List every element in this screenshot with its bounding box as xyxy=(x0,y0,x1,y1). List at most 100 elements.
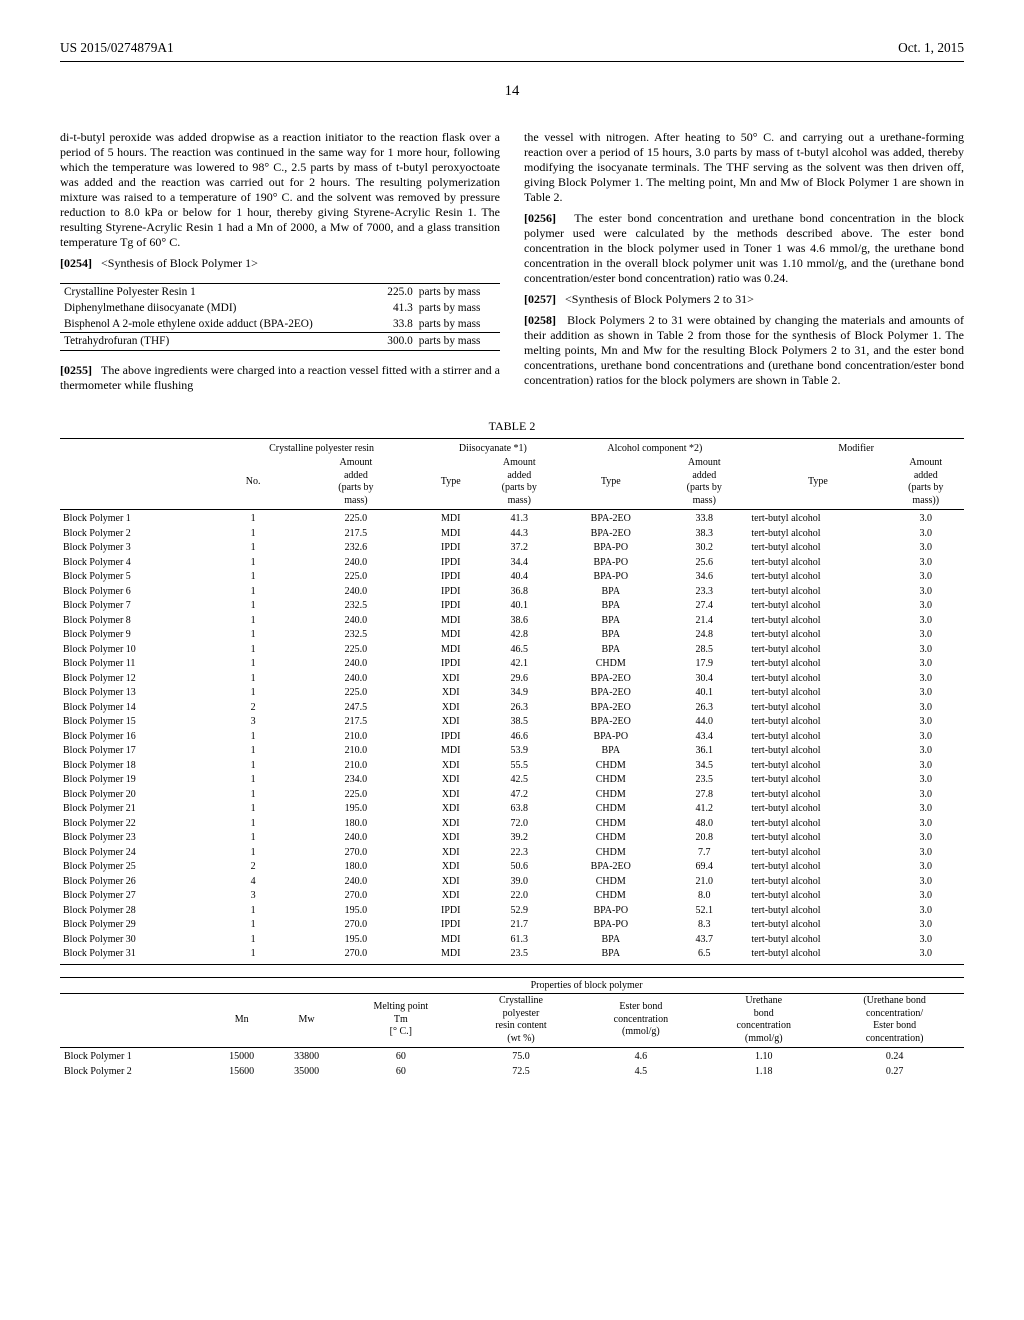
cell-d-type: XDI xyxy=(424,860,477,875)
cell-cpr: 75.0 xyxy=(463,1048,580,1065)
cell-d-type: MDI xyxy=(424,614,477,629)
table-row: Block Polymer 16 1 210.0 IPDI 46.6 BPA-P… xyxy=(60,730,964,745)
grp-cpr: Crystalline polyester resin xyxy=(219,438,424,456)
cell-no: 1 xyxy=(219,918,288,933)
cell-no: 1 xyxy=(219,846,288,861)
table-row: Block Polymer 17 1 210.0 MDI 53.9 BPA 36… xyxy=(60,744,964,759)
cell-d-type: IPDI xyxy=(424,918,477,933)
cell-a-type: BPA-PO xyxy=(561,556,660,571)
cell-a-type: CHDM xyxy=(561,817,660,832)
cell-m-type: tert-butyl alcohol xyxy=(748,947,887,964)
row-label: Block Polymer 4 xyxy=(60,556,219,571)
row-label: Block Polymer 9 xyxy=(60,628,219,643)
table2-caption: TABLE 2 xyxy=(60,419,964,434)
cell-d-amt: 72.0 xyxy=(477,817,561,832)
cell-a-amt: 52.1 xyxy=(660,904,748,919)
hdr-ratio: (Urethane bondconcentration/Ester bondco… xyxy=(825,994,964,1048)
cell-m-type: tert-butyl alcohol xyxy=(748,759,887,774)
cell-d-amt: 39.2 xyxy=(477,831,561,846)
cell-m-amt: 3.0 xyxy=(888,817,964,832)
cell-d-type: XDI xyxy=(424,875,477,890)
hdr-type: Type xyxy=(424,456,477,510)
para-body: di-t-butyl peroxide was added dropwise a… xyxy=(60,130,500,250)
cell-d-amt: 63.8 xyxy=(477,802,561,817)
cell-m-amt: 3.0 xyxy=(888,889,964,904)
cell-a-amt: 44.0 xyxy=(660,715,748,730)
table-row: Block Polymer 11 1 240.0 IPDI 42.1 CHDM … xyxy=(60,657,964,672)
cell-d-type: XDI xyxy=(424,715,477,730)
cell-d-type: XDI xyxy=(424,817,477,832)
cell-no: 1 xyxy=(219,570,288,585)
cell-d-amt: 46.6 xyxy=(477,730,561,745)
cell-a-amt: 38.3 xyxy=(660,527,748,542)
row-label: Block Polymer 20 xyxy=(60,788,219,803)
cell-m-amt: 3.0 xyxy=(888,657,964,672)
cell-a-amt: 41.2 xyxy=(660,802,748,817)
para-text: The above ingredients were charged into … xyxy=(60,363,500,392)
row-label: Block Polymer 12 xyxy=(60,672,219,687)
cell-d-amt: 61.3 xyxy=(477,933,561,948)
cell-no: 1 xyxy=(219,686,288,701)
cell-d-type: XDI xyxy=(424,889,477,904)
cell-d-amt: 26.3 xyxy=(477,701,561,716)
table2-main: Crystalline polyester resin Diisocyanate… xyxy=(60,438,964,965)
cell-cpr-amt: 240.0 xyxy=(288,614,425,629)
row-label: Block Polymer 1 xyxy=(60,510,219,527)
cell-m-amt: 3.0 xyxy=(888,686,964,701)
row-label: Block Polymer 15 xyxy=(60,715,219,730)
cell-m-type: tert-butyl alcohol xyxy=(748,802,887,817)
cell-m-type: tert-butyl alcohol xyxy=(748,730,887,745)
table-row: Block Polymer 4 1 240.0 IPDI 34.4 BPA-PO… xyxy=(60,556,964,571)
cell-cpr-amt: 232.5 xyxy=(288,599,425,614)
cell-d-type: IPDI xyxy=(424,541,477,556)
cell-cpr-amt: 270.0 xyxy=(288,947,425,964)
row-label: Block Polymer 1 xyxy=(60,1048,209,1065)
cell-m-type: tert-butyl alcohol xyxy=(748,744,887,759)
cell-ester: 4.6 xyxy=(579,1048,702,1065)
cell-mn: 15600 xyxy=(209,1065,274,1080)
cell-a-amt: 23.3 xyxy=(660,585,748,600)
cell-m-type: tert-butyl alcohol xyxy=(748,628,887,643)
cell-d-type: MDI xyxy=(424,628,477,643)
cell-a-type: CHDM xyxy=(561,831,660,846)
cell-m-amt: 3.0 xyxy=(888,860,964,875)
cell-cpr-amt: 240.0 xyxy=(288,556,425,571)
row-label: Block Polymer 26 xyxy=(60,875,219,890)
cell-d-amt: 40.4 xyxy=(477,570,561,585)
table-row: Block Polymer 3 1 232.6 IPDI 37.2 BPA-PO… xyxy=(60,541,964,556)
cell-no: 1 xyxy=(219,904,288,919)
hdr-no: No. xyxy=(219,456,288,510)
cell-cpr-amt: 234.0 xyxy=(288,773,425,788)
table-row: Block Polymer 1 1 225.0 MDI 41.3 BPA-2EO… xyxy=(60,510,964,527)
cell-cpr-amt: 240.0 xyxy=(288,831,425,846)
cell-a-amt: 30.2 xyxy=(660,541,748,556)
patent-number: US 2015/0274879A1 xyxy=(60,40,174,57)
cell-m-amt: 3.0 xyxy=(888,730,964,745)
cell-m-amt: 3.0 xyxy=(888,599,964,614)
hdr-ureth: Urethanebondconcentration(mmol/g) xyxy=(702,994,825,1048)
cell-a-amt: 25.6 xyxy=(660,556,748,571)
table-row: Block Polymer 12 1 240.0 XDI 29.6 BPA-2E… xyxy=(60,672,964,687)
cell-a-amt: 6.5 xyxy=(660,947,748,964)
row-label: Block Polymer 22 xyxy=(60,817,219,832)
row-label: Block Polymer 11 xyxy=(60,657,219,672)
cell-d-type: IPDI xyxy=(424,599,477,614)
cell-m-amt: 3.0 xyxy=(888,585,964,600)
cell-a-type: BPA-2EO xyxy=(561,860,660,875)
cell-a-amt: 28.5 xyxy=(660,643,748,658)
cell-a-amt: 24.8 xyxy=(660,628,748,643)
cell-m-type: tert-butyl alcohol xyxy=(748,860,887,875)
cell-d-type: IPDI xyxy=(424,585,477,600)
cell-no: 3 xyxy=(219,889,288,904)
cell-no: 1 xyxy=(219,730,288,745)
grp-alc: Alcohol component *2) xyxy=(561,438,748,456)
row-label: Block Polymer 28 xyxy=(60,904,219,919)
cell-d-type: XDI xyxy=(424,701,477,716)
cell-d-amt: 37.2 xyxy=(477,541,561,556)
ingredient-amount: 41.3 xyxy=(376,300,417,316)
table-row: Block Polymer 28 1 195.0 IPDI 52.9 BPA-P… xyxy=(60,904,964,919)
cell-cpr-amt: 240.0 xyxy=(288,875,425,890)
cell-m-amt: 3.0 xyxy=(888,541,964,556)
cell-m-amt: 3.0 xyxy=(888,875,964,890)
cell-m-amt: 3.0 xyxy=(888,672,964,687)
